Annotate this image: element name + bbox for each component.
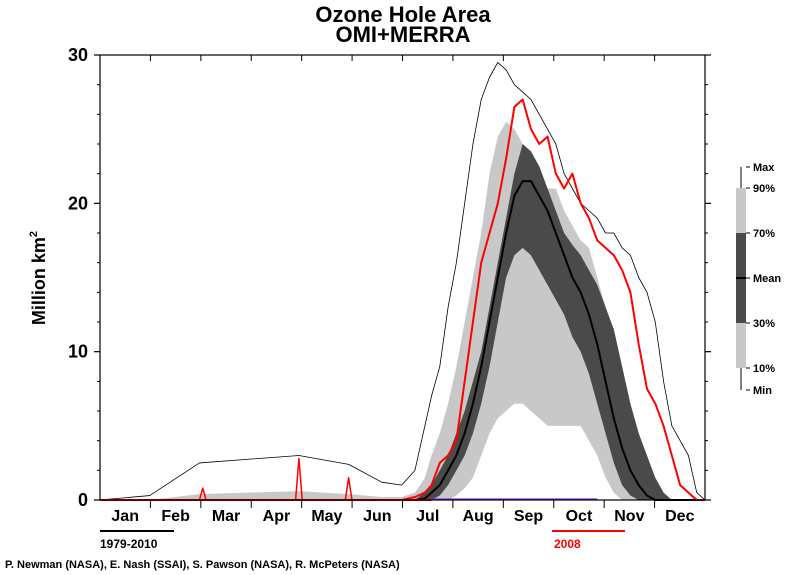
legend-swatch-upper-light bbox=[736, 188, 746, 233]
y-tick-label: 20 bbox=[68, 193, 88, 213]
y-axis-label: Million km2 bbox=[28, 231, 49, 325]
legend-label: 70% bbox=[753, 228, 775, 240]
chart-subtitle: OMI+MERRA bbox=[335, 22, 470, 47]
series-max-line bbox=[99, 62, 706, 501]
x-tick-label: Oct bbox=[566, 508, 593, 525]
series-2008-line bbox=[100, 98, 705, 501]
series-2008-spikes bbox=[198, 457, 353, 501]
legend-label: Min bbox=[753, 385, 772, 397]
band-30-70-percentile bbox=[100, 144, 705, 500]
x-tick-label: Feb bbox=[161, 508, 190, 525]
legend-label: 90% bbox=[753, 183, 775, 195]
x-tick-label: Jan bbox=[111, 508, 139, 525]
y-tick-label: 30 bbox=[68, 45, 88, 65]
x-tick-label: May bbox=[311, 508, 342, 525]
x-tick-label: Sep bbox=[514, 508, 544, 525]
year-label: 2008 bbox=[554, 537, 581, 551]
x-axis: Jan Feb Mar Apr May Jun Jul Aug Sep Oct Nov Dec bbox=[111, 55, 695, 525]
chart-title: Ozone Hole Area bbox=[315, 2, 491, 27]
plot-area bbox=[99, 62, 706, 501]
credit-line: P. Newman (NASA), E. Nash (SSAI), S. Paw… bbox=[5, 559, 400, 571]
x-tick-label: Aug bbox=[463, 508, 494, 525]
legend-label: Max bbox=[753, 162, 775, 174]
y-tick-label: 0 bbox=[78, 490, 88, 510]
y-axis-label-superscript: 2 bbox=[28, 231, 40, 237]
x-tick-label: Nov bbox=[614, 508, 644, 525]
legend-label: 30% bbox=[753, 318, 775, 330]
legend-label: Mean bbox=[753, 273, 781, 285]
y-axis-label-text: Million km bbox=[29, 237, 49, 325]
legend-label: 10% bbox=[753, 363, 775, 375]
legend-swatch-lower-light bbox=[736, 323, 746, 368]
x-tick-label: Apr bbox=[263, 508, 291, 525]
climatology-label: 1979-2010 bbox=[100, 537, 158, 551]
x-tick-label: Dec bbox=[665, 508, 694, 525]
y-tick-label: 10 bbox=[68, 342, 88, 362]
legend: Max 90% 70% Mean 30% 10% Min bbox=[736, 162, 781, 397]
x-tick-label: Mar bbox=[212, 508, 240, 525]
x-tick-label: Jun bbox=[363, 508, 391, 525]
y-axis: 0 10 20 30 bbox=[68, 45, 711, 510]
x-tick-label: Jul bbox=[416, 508, 439, 525]
